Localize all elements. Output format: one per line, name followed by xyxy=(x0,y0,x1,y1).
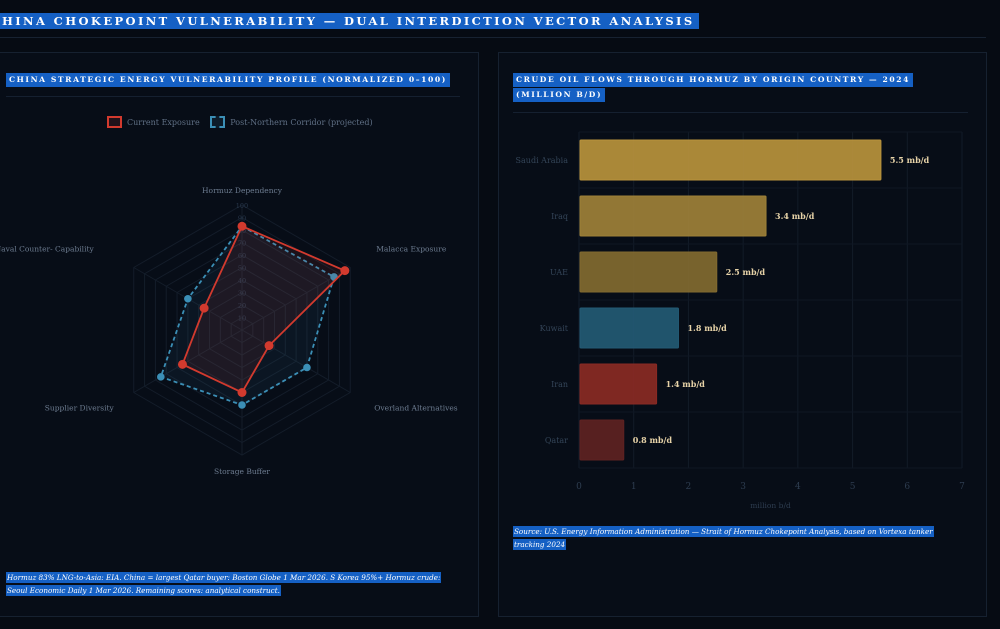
title-divider xyxy=(0,37,986,38)
bar-x-tick-label: 3 xyxy=(740,482,746,492)
radar-tick-label: 100 xyxy=(236,202,248,210)
bar-category-label: Kuwait xyxy=(540,324,569,333)
bar-data-label: 5.5 mb/d xyxy=(890,155,930,165)
bar-category-label: Saudi Arabia xyxy=(516,156,569,165)
bar-x-tick-label: 4 xyxy=(795,482,801,492)
radar-tick-label: 30 xyxy=(238,290,246,298)
bar-chart: 5.5 mb/d 3.4 mb/d 2.5 mb/d 1.8 mb/d 1.4 mb/d… xyxy=(516,131,965,510)
bar[interactable] xyxy=(579,307,679,349)
bar[interactable] xyxy=(579,419,625,461)
bar-x-tick-labels: 0 1 2 3 4 5 6 7 xyxy=(576,482,965,492)
bar-category-labels: Saudi Arabia Iraq UAE Kuwait Iran Qatar xyxy=(516,156,569,445)
radar-series xyxy=(157,221,350,409)
bar-x-tick-label: 1 xyxy=(631,482,637,492)
radar-tick-label: 70 xyxy=(238,240,246,248)
legend-swatch-post-corridor xyxy=(210,116,226,128)
legend-label-post-corridor: Post-Northern Corridor (projected) xyxy=(230,117,373,127)
radar-spoke xyxy=(241,329,351,393)
bar-panel-title-line2: (MILLION B/D) xyxy=(513,88,606,102)
radar-tick-label: 20 xyxy=(238,302,246,310)
radar-tick-labels: 10 20 30 40 50 60 70 80 90 100 xyxy=(236,202,248,323)
radar-point-current[interactable] xyxy=(177,359,187,369)
bar-x-tick-label: 5 xyxy=(850,482,856,492)
legend-swatch-current xyxy=(107,116,122,128)
legend-item-current[interactable]: Current Exposure xyxy=(107,116,200,128)
bar-data-label: 3.4 mb/d xyxy=(775,211,815,221)
radar-point-post-corridor[interactable] xyxy=(157,373,165,381)
radar-point-current[interactable] xyxy=(237,221,247,231)
bar-x-tick-label: 7 xyxy=(959,482,965,492)
legend-label-current: Current Exposure xyxy=(127,117,200,127)
radar-point-current[interactable] xyxy=(199,303,209,313)
bar-category-label: Qatar xyxy=(545,436,568,445)
radar-axis-label: Hormuz Dependency xyxy=(202,186,283,195)
radar-point-post-corridor[interactable] xyxy=(238,401,246,409)
radar-tick-label: 10 xyxy=(238,315,246,323)
radar-panel xyxy=(0,52,479,617)
radar-axis-labels: Hormuz Dependency Malacca Exposure Overlan… xyxy=(0,186,458,476)
radar-point-post-corridor[interactable] xyxy=(303,363,311,372)
radar-point-current[interactable] xyxy=(237,388,247,397)
radar-point-post-corridor[interactable] xyxy=(184,294,192,303)
bar-grid xyxy=(578,131,963,469)
radar-point-current[interactable] xyxy=(340,266,350,276)
radar-source-text: Hormuz 83% LNG-to-Asia: EIA. China = lar… xyxy=(6,572,442,596)
radar-axis-label: Naval Counter- Capability xyxy=(0,245,94,254)
radar-axis-label: Supplier Diversity xyxy=(45,404,115,413)
bar-panel-divider xyxy=(513,112,968,113)
bar-marks: 5.5 mb/d 3.4 mb/d 2.5 mb/d 1.8 mb/d 1.4 mb/d… xyxy=(579,139,930,461)
radar-source-note: Hormuz 83% LNG-to-Asia: EIA. China = lar… xyxy=(6,571,461,597)
bar-x-axis-label: million b/d xyxy=(750,501,791,510)
bar[interactable] xyxy=(579,195,767,237)
bar-source-text: Source: U.S. Energy Information Administ… xyxy=(513,526,934,550)
page-title: HINA CHOKEPOINT VULNERABILITY — DUAL INT… xyxy=(0,13,699,29)
bar-category-label: UAE xyxy=(550,268,568,277)
radar-tick-label: 90 xyxy=(238,215,246,223)
radar-tick-label: 60 xyxy=(238,252,246,260)
bar-source-note: Source: U.S. Energy Information Administ… xyxy=(513,525,961,551)
radar-axis-label: Overland Alternatives xyxy=(374,404,458,413)
bar[interactable] xyxy=(579,363,658,405)
bar-data-label: 0.8 mb/d xyxy=(633,435,673,445)
bar-category-label: Iraq xyxy=(551,212,568,221)
radar-tick-label: 40 xyxy=(238,277,246,285)
radar-legend: Current Exposure Post-Northern Corridor … xyxy=(107,116,381,130)
bar-x-tick-label: 0 xyxy=(576,482,582,492)
bar-x-tick-label: 6 xyxy=(904,482,910,492)
bar-data-label: 1.4 mb/d xyxy=(666,379,706,389)
radar-axis-label: Malacca Exposure xyxy=(376,245,447,254)
radar-panel-title: CHINA STRATEGIC ENERGY VULNERABILITY PRO… xyxy=(6,73,450,87)
bar-data-label: 1.8 mb/d xyxy=(687,323,727,333)
radar-panel-divider xyxy=(6,96,460,97)
bar[interactable] xyxy=(579,251,718,293)
bar-x-tick-label: 2 xyxy=(686,482,692,492)
radar-tick-label: 80 xyxy=(238,227,246,235)
radar-axis-label: Storage Buffer xyxy=(214,467,270,476)
radar-chart: 10 20 30 40 50 60 70 80 90 100 Hormuz Dependency M… xyxy=(0,186,458,476)
bar[interactable] xyxy=(579,139,882,181)
bar-data-label: 2.5 mb/d xyxy=(726,267,766,277)
radar-spoke xyxy=(133,329,243,393)
bar-category-label: Iran xyxy=(551,380,568,389)
legend-item-post-corridor[interactable]: Post-Northern Corridor (projected) xyxy=(210,116,373,128)
bar-panel-title: CRUDE OIL FLOWS THROUGH HORMUZ BY ORIGIN… xyxy=(513,73,913,87)
radar-tick-label: 50 xyxy=(238,265,246,273)
radar-grid xyxy=(133,204,351,456)
radar-point-current[interactable] xyxy=(264,341,274,351)
